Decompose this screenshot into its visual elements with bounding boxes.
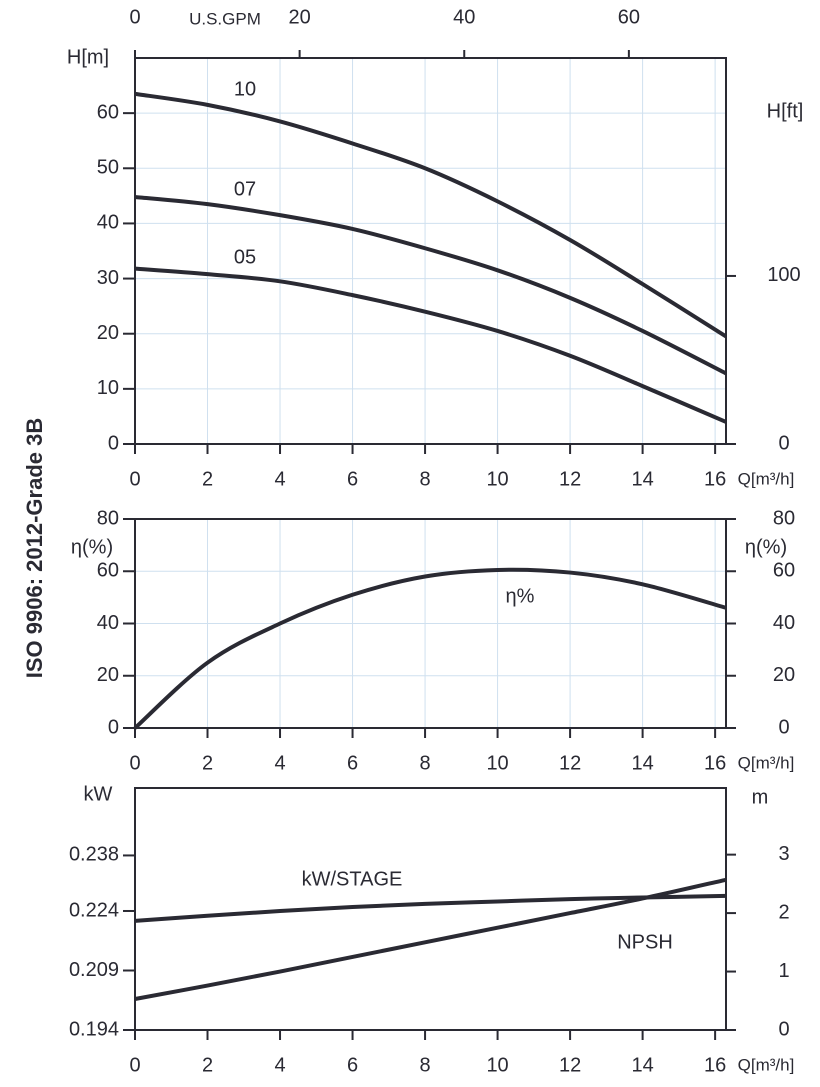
x-tick-label: 6 bbox=[347, 752, 358, 774]
y2-tick-label: 0 bbox=[778, 716, 789, 738]
y2-tick-label: 0 bbox=[778, 1018, 789, 1040]
y-tick-label: 0 bbox=[108, 716, 119, 738]
y2-tick-label: 0 bbox=[778, 432, 789, 454]
x-tick-label: 0 bbox=[129, 468, 140, 490]
x-label: Q[m³/h] bbox=[738, 469, 795, 488]
x-tick-label: 6 bbox=[347, 1054, 358, 1076]
y-label: H[m] bbox=[67, 46, 109, 68]
x-tick-label: 8 bbox=[419, 1054, 430, 1076]
x-tick-label: 14 bbox=[631, 468, 653, 490]
y-tick-label: 0.224 bbox=[69, 899, 119, 921]
y-tick-label: 60 bbox=[97, 560, 119, 582]
y2-label: η(%) bbox=[745, 536, 787, 558]
y-tick-label: 20 bbox=[97, 322, 119, 344]
y-tick-label: 0.209 bbox=[69, 959, 119, 981]
x-tick-label: 8 bbox=[419, 752, 430, 774]
x2-tick-label: 40 bbox=[453, 6, 475, 28]
y2-tick-label: 2 bbox=[778, 901, 789, 923]
x-tick-label: 6 bbox=[347, 468, 358, 490]
y2-tick-label: 80 bbox=[773, 507, 795, 529]
y2-tick-label: 100 bbox=[767, 264, 800, 286]
x-tick-label: 10 bbox=[486, 1054, 508, 1076]
x-tick-label: 4 bbox=[274, 468, 285, 490]
y2-tick-label: 60 bbox=[773, 560, 795, 582]
curve-label: kW/STAGE bbox=[302, 868, 403, 890]
y-tick-label: 0.238 bbox=[69, 844, 119, 866]
x-tick-label: 12 bbox=[559, 468, 581, 490]
x-tick-label: 14 bbox=[631, 1054, 653, 1076]
y-tick-label: 10 bbox=[97, 377, 119, 399]
x-tick-label: 2 bbox=[202, 1054, 213, 1076]
curve bbox=[133, 567, 727, 730]
curve-label: 07 bbox=[234, 178, 256, 200]
x2-tick-label: 0 bbox=[129, 6, 140, 28]
x2-tick-label: 20 bbox=[288, 6, 310, 28]
x-label: Q[m³/h] bbox=[738, 1055, 795, 1074]
x-tick-label: 2 bbox=[202, 752, 213, 774]
y2-tick-label: 3 bbox=[778, 843, 789, 865]
curve bbox=[134, 877, 727, 1001]
curve bbox=[134, 194, 727, 376]
x-tick-label: 2 bbox=[202, 468, 213, 490]
x-tick-label: 4 bbox=[274, 1054, 285, 1076]
x-tick-label: 16 bbox=[704, 1054, 726, 1076]
x2-tick-label: 60 bbox=[618, 6, 640, 28]
x-tick-label: 0 bbox=[129, 1054, 140, 1076]
y-label: η(%) bbox=[71, 536, 113, 558]
x-tick-label: 12 bbox=[559, 752, 581, 774]
y-tick-label: 60 bbox=[97, 101, 119, 123]
curve-label: 10 bbox=[234, 78, 256, 100]
x-tick-label: 14 bbox=[631, 752, 653, 774]
x-tick-label: 12 bbox=[559, 1054, 581, 1076]
curve-label: 05 bbox=[234, 246, 256, 268]
y-tick-label: 0.194 bbox=[69, 1018, 119, 1040]
curve bbox=[134, 893, 727, 923]
y-tick-label: 0 bbox=[108, 432, 119, 454]
y2-label: H[ft] bbox=[767, 100, 804, 122]
curve-label: η% bbox=[506, 585, 535, 607]
plot-frame bbox=[134, 787, 727, 1031]
x-tick-label: 16 bbox=[704, 468, 726, 490]
x-tick-label: 4 bbox=[274, 752, 285, 774]
plot-frame bbox=[134, 518, 727, 729]
y-tick-label: 40 bbox=[97, 612, 119, 634]
x-tick-label: 16 bbox=[704, 752, 726, 774]
y2-tick-label: 40 bbox=[773, 612, 795, 634]
curve bbox=[134, 91, 728, 339]
y-tick-label: 50 bbox=[97, 157, 119, 179]
x-tick-label: 8 bbox=[419, 468, 430, 490]
y2-label: m bbox=[752, 786, 769, 808]
y-tick-label: 20 bbox=[97, 664, 119, 686]
x-label: Q[m³/h] bbox=[738, 753, 795, 772]
x-tick-label: 10 bbox=[486, 752, 508, 774]
x-tick-label: 10 bbox=[486, 468, 508, 490]
y2-tick-label: 1 bbox=[778, 960, 789, 982]
x-tick-label: 0 bbox=[129, 752, 140, 774]
curve bbox=[134, 266, 727, 424]
y-label: kW bbox=[84, 783, 113, 805]
y-tick-label: 30 bbox=[97, 267, 119, 289]
x2-label: U.S.GPM bbox=[189, 9, 261, 28]
curve-label: NPSH bbox=[617, 931, 673, 953]
side-label: ISO 9906: 2012-Grade 3B bbox=[22, 418, 47, 678]
y2-tick-label: 20 bbox=[773, 664, 795, 686]
plot-frame bbox=[134, 57, 727, 445]
y-tick-label: 80 bbox=[97, 507, 119, 529]
y-tick-label: 40 bbox=[97, 212, 119, 234]
